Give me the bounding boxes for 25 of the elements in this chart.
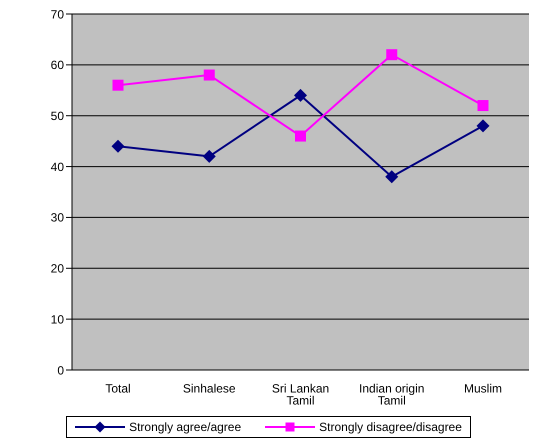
point [294, 88, 307, 102]
y-tick-label: 60 [50, 58, 64, 72]
legend-label: Strongly disagree/disagree [319, 420, 462, 434]
x-tick-label: Sri Lankan Tamil [272, 382, 330, 408]
x-tick-label: Sinhalese [182, 382, 236, 396]
y-tick-label: 30 [50, 210, 64, 225]
y-tick-label: 50 [50, 108, 64, 123]
y-tick-label: 40 [50, 160, 64, 174]
point [204, 70, 215, 81]
legend-label: Strongly agree/agree [129, 420, 242, 434]
x-tick-label: Total [105, 382, 131, 396]
point [295, 130, 306, 142]
y-tick-label: 0 [57, 363, 64, 378]
point [202, 150, 216, 163]
point [112, 140, 124, 153]
x-tick-label: Indian origin Tamil [359, 382, 424, 408]
y-tick-label: 20 [50, 262, 64, 276]
y-tick-label: 70 [50, 7, 64, 22]
point [385, 170, 398, 184]
point [476, 119, 490, 132]
y-tick-label: 10 [50, 312, 64, 326]
point [112, 80, 124, 91]
x-tick-label: Muslim [464, 382, 502, 396]
point [478, 100, 488, 112]
point [386, 49, 398, 60]
